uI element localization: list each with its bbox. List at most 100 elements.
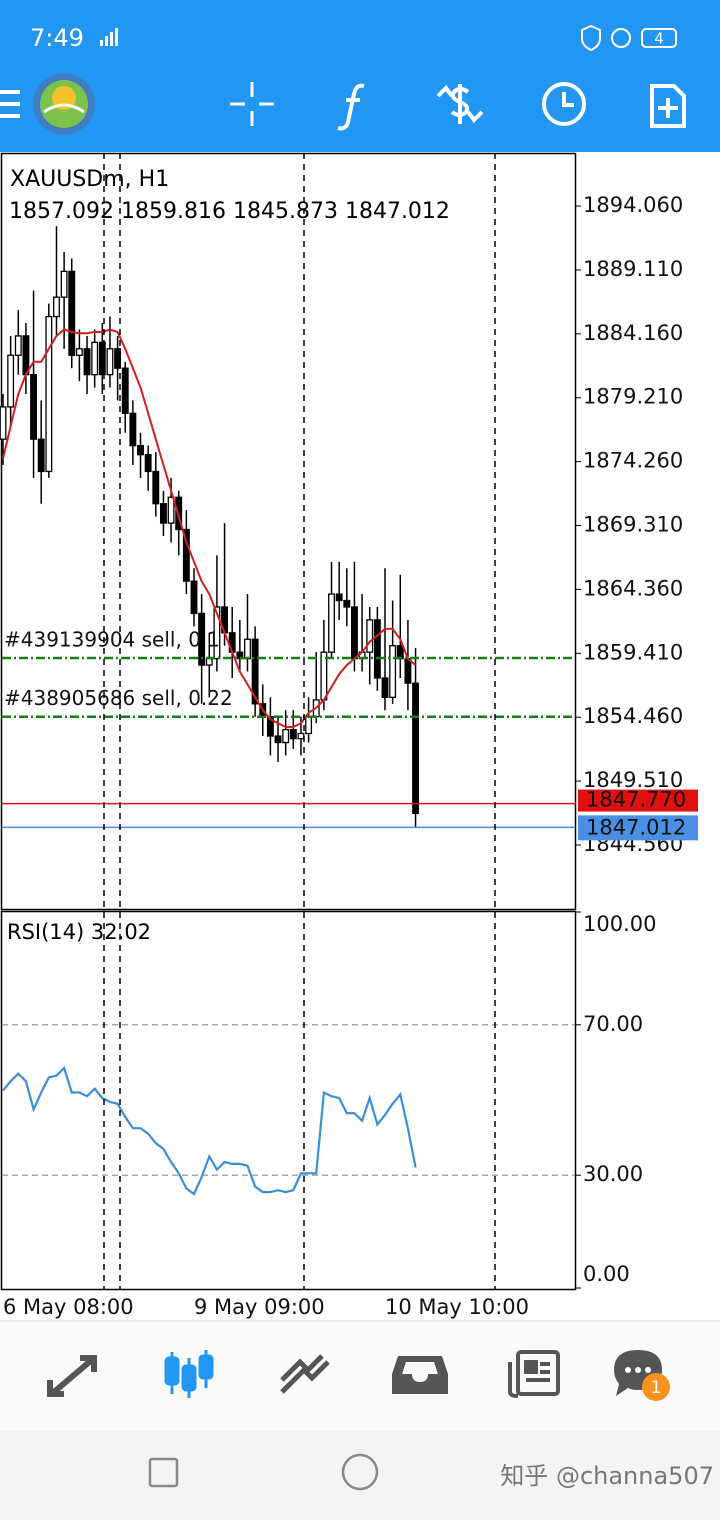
- messages-tab-part[interactable]: [635, 1367, 641, 1373]
- candle-body: [343, 599, 351, 608]
- candle-body: [381, 677, 389, 698]
- battery-level: 4: [654, 30, 664, 48]
- app-logo-part[interactable]: [52, 86, 76, 110]
- new-chart-button-part[interactable]: [650, 84, 686, 128]
- candle-body: [320, 651, 328, 701]
- ohlc-close: 1847.012: [345, 199, 450, 224]
- candle-body: [190, 580, 198, 615]
- signal-icon-part: [100, 40, 103, 46]
- candle-body: [37, 438, 45, 473]
- history-tab[interactable]: [392, 1356, 448, 1394]
- crosshair-button[interactable]: [230, 82, 274, 126]
- y-tick-label: 30.00: [583, 1162, 643, 1186]
- candle-body: [45, 315, 53, 473]
- candle-body: [213, 606, 221, 660]
- candle-body: [182, 528, 190, 582]
- rsi-name: RSI(14): [7, 920, 84, 944]
- status-icons-part: [581, 24, 601, 52]
- candle-body: [305, 716, 313, 735]
- bottom-nav: [0, 1321, 720, 1431]
- x-tick-label: 9 May 09:00: [194, 1295, 325, 1319]
- candle-body: [396, 645, 404, 660]
- trade-button-part[interactable]: [436, 84, 484, 124]
- candle-body: [0, 406, 7, 440]
- indicators-button[interactable]: [337, 83, 365, 131]
- moving-average: [2, 328, 417, 728]
- messages-tab-part[interactable]: [645, 1367, 651, 1373]
- candle-body: [236, 651, 244, 660]
- candle-body: [205, 657, 213, 666]
- ask-price-box: [578, 789, 698, 812]
- history-tab-part[interactable]: [392, 1356, 448, 1394]
- trade-button-part[interactable]: [450, 84, 470, 124]
- news-tab-part[interactable]: [508, 1362, 519, 1398]
- candle-body: [53, 296, 60, 318]
- candle-body: [144, 454, 152, 473]
- new-chart-button-part[interactable]: [658, 98, 678, 118]
- news-tab-part[interactable]: [526, 1362, 550, 1382]
- messages-tab-part[interactable]: [625, 1367, 631, 1373]
- chart-tab-part[interactable]: [198, 1354, 214, 1380]
- candle-body: [335, 593, 343, 602]
- y-tick-label: 0.00: [583, 1262, 630, 1286]
- x-tick-label: 10 May 10:00: [385, 1295, 529, 1319]
- candle-body: [328, 593, 335, 653]
- quotes-tab-part[interactable]: [47, 1355, 97, 1397]
- badge-count: 1: [651, 1378, 662, 1398]
- app-logo-part[interactable]: [43, 103, 85, 114]
- order-label: #439139904 sell, 0.1: [4, 627, 220, 651]
- ohlc-readout: 1857.092 1859.816 1845.873 1847.012: [9, 199, 450, 224]
- trade-tab[interactable]: [280, 1354, 330, 1394]
- history-button-part[interactable]: [562, 92, 574, 107]
- main-chart-frame: [0, 152, 577, 911]
- news-tab-part[interactable]: [524, 1360, 538, 1374]
- candle-body: [60, 270, 68, 298]
- signal-icon: [100, 28, 118, 46]
- candle-body: [68, 270, 76, 356]
- candle-body: [412, 682, 420, 815]
- candle-body: [75, 348, 83, 356]
- candle-body: [366, 619, 374, 653]
- status-icons: [581, 24, 677, 52]
- candle-body: [289, 728, 297, 740]
- rsi-title: RSI(14) 32.02: [7, 920, 151, 944]
- y-tick-label: 1859.410: [583, 640, 683, 664]
- candle-body: [114, 348, 122, 369]
- candle-body: [152, 470, 160, 505]
- chart-tab[interactable]: [164, 1350, 214, 1398]
- chart-tab-part[interactable]: [181, 1364, 197, 1392]
- news-tab[interactable]: [508, 1350, 560, 1398]
- candle-body: [274, 735, 282, 744]
- candle-body: [121, 367, 129, 415]
- trade-button[interactable]: [436, 84, 484, 124]
- rsi-line: [2, 1065, 417, 1196]
- x-tick-label: 6 May 08:00: [3, 1295, 134, 1319]
- new-chart-button[interactable]: [650, 84, 686, 128]
- candle-body: [373, 619, 381, 679]
- menu-button[interactable]: [0, 90, 20, 118]
- signal-icon-part: [115, 28, 118, 46]
- quotes-tab[interactable]: [47, 1355, 97, 1397]
- watermark: 知乎 @channa507: [500, 1462, 714, 1490]
- recents-button[interactable]: [148, 1457, 179, 1488]
- y-tick-label: 1884.160: [583, 321, 683, 345]
- badge: [642, 1373, 670, 1401]
- y-tick-label: 1889.110: [583, 257, 683, 281]
- candle-body: [198, 612, 206, 666]
- y-tick-label: 100.00: [583, 912, 656, 936]
- trade-tab-part[interactable]: [280, 1354, 330, 1394]
- rsi-frame: [0, 910, 577, 1291]
- plot-layer: #439139904 sell, 0.1 #438905686 sell, 0.2…: [0, 205, 581, 1289]
- candle-body: [251, 638, 259, 705]
- history-button-part[interactable]: [542, 82, 586, 126]
- app-logo[interactable]: [33, 73, 95, 135]
- chart-tab-part[interactable]: [164, 1356, 180, 1386]
- history-button[interactable]: [542, 82, 586, 126]
- indicators-button-part[interactable]: [337, 83, 365, 131]
- bid-price-box: [578, 815, 698, 841]
- news-tab-part[interactable]: [516, 1350, 560, 1396]
- home-button[interactable]: [341, 1453, 379, 1491]
- candle-body: [129, 412, 137, 447]
